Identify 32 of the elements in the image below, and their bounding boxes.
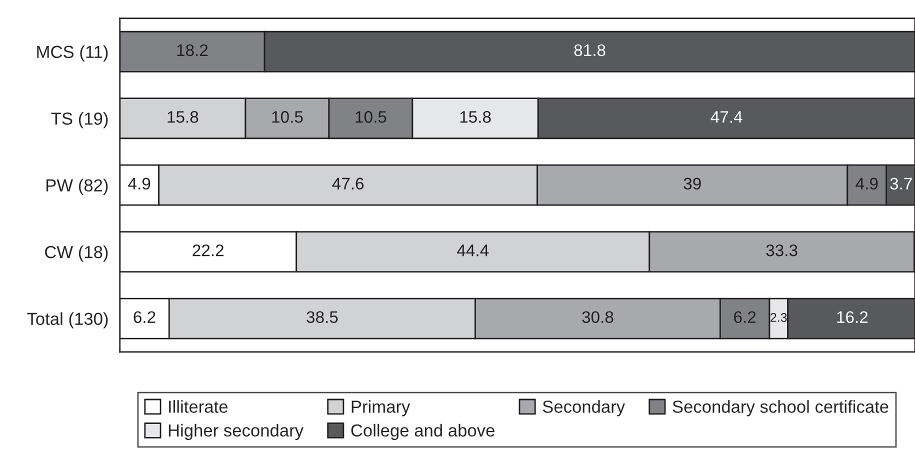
y-tick-label: PW (82) bbox=[46, 178, 108, 195]
data-label: 30.8 bbox=[582, 311, 614, 324]
data-label: 15.8 bbox=[460, 111, 491, 123]
data-label: 2.3 bbox=[770, 313, 787, 322]
y-tick-label: Total (130) bbox=[27, 312, 108, 328]
data-label: 4.9 bbox=[856, 178, 878, 190]
legend-label: Higher secondary bbox=[168, 424, 304, 440]
data-label: 6.2 bbox=[734, 311, 756, 324]
data-label: 81.8 bbox=[574, 44, 606, 56]
data-label: 18.2 bbox=[177, 44, 208, 56]
data-label: 6.2 bbox=[134, 311, 156, 324]
y-tick-label: TS (19) bbox=[51, 112, 108, 128]
data-label: 16.2 bbox=[837, 311, 868, 324]
legend-label: College and above bbox=[351, 424, 494, 440]
data-label: 33.3 bbox=[766, 244, 798, 256]
data-label: 10.5 bbox=[272, 111, 303, 123]
data-label: 15.8 bbox=[168, 111, 198, 123]
legend-label: Illiterate bbox=[169, 400, 228, 413]
y-tick-label: MCS (11) bbox=[37, 45, 108, 62]
data-label: 47.4 bbox=[710, 111, 742, 123]
data-label: 38.5 bbox=[306, 311, 338, 324]
data-label: 4.9 bbox=[128, 178, 150, 190]
data-label: 47.6 bbox=[332, 178, 364, 190]
y-tick-label: CW (18) bbox=[45, 246, 108, 262]
legend-label: Primary bbox=[352, 400, 410, 416]
data-label: 39 bbox=[684, 178, 701, 190]
data-label: 22.2 bbox=[192, 244, 224, 256]
data-label: 10.5 bbox=[356, 111, 386, 123]
data-label: 44.4 bbox=[457, 244, 489, 256]
legend-label: Secondary bbox=[542, 400, 626, 416]
data-label: 3.7 bbox=[890, 178, 912, 190]
legend-label: Secondary school certificate bbox=[672, 400, 888, 416]
